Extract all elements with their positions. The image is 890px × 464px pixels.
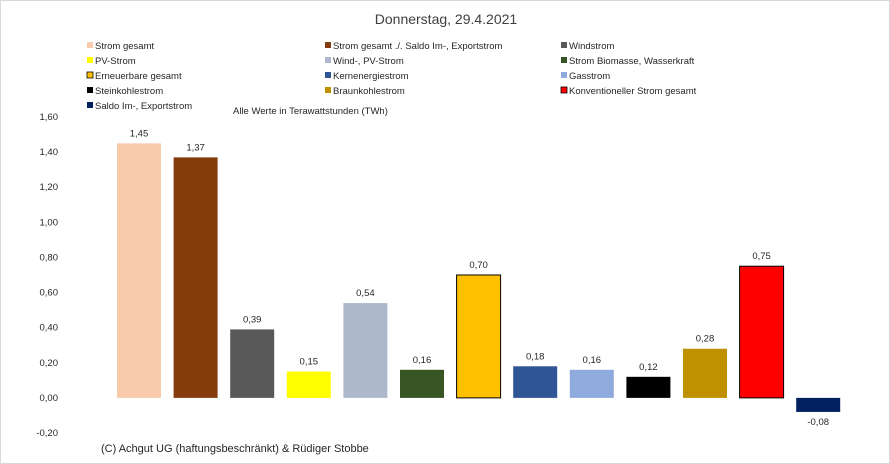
data-label-kernenergiestrom: 0,18	[526, 351, 545, 362]
y-tick-label: 1,20	[40, 182, 59, 193]
legend-item-konventioneller-strom-gesamt: Konventioneller Strom gesamt	[560, 86, 697, 97]
legend-label: Erneuerbare gesamt	[95, 71, 182, 82]
bar-kernenergiestrom	[513, 366, 558, 398]
legend-label: Braunkohlestrom	[333, 86, 405, 97]
legend-swatch	[87, 57, 93, 63]
chart-title: Donnerstag, 29.4.2021	[375, 11, 518, 27]
legend-item-windstrom: Windstrom	[561, 41, 614, 52]
legend-swatch	[87, 42, 93, 48]
y-axis: -0,20 0,00 0,20 0,40 0,60 0,80 1,00 1,20 1,40 1,6…	[36, 112, 58, 439]
legend-label: Strom gesamt	[95, 41, 154, 52]
bar-erneuerbare-gesamt	[456, 274, 502, 399]
legend-item-erneuerbare-gesamt: Erneuerbare gesamt	[86, 71, 182, 82]
legend-swatch	[325, 87, 331, 93]
legend-swatch	[87, 102, 93, 108]
bar-windstrom	[230, 329, 275, 398]
data-label-braunkohlestrom: 0,28	[696, 334, 715, 345]
data-label-konventioneller-strom-gesamt: 0,75	[752, 251, 771, 262]
legend-item-saldo-im-exportstrom: Saldo Im-, Exportstrom	[87, 101, 192, 112]
legend-item-strom-gesamt: Strom gesamt	[87, 41, 154, 52]
legend-swatch	[561, 42, 567, 48]
legend-label: Strom gesamt ./. Saldo Im-, Exportstrom	[333, 41, 503, 52]
legend-swatch	[87, 87, 93, 93]
data-label-strom-gesamt: 1,45	[130, 128, 149, 139]
legend-item-pv-strom: PV-Strom	[87, 56, 136, 67]
legend-label: Konventioneller Strom gesamt	[569, 86, 697, 97]
data-label-strom-gesamt-saldo-im-exportstrom: 1,37	[186, 142, 205, 153]
data-label-gasstrom: 0,16	[583, 355, 602, 366]
y-tick-label: 1,40	[40, 147, 59, 158]
data-label-saldo-im-exportstrom: -0,08	[807, 417, 829, 428]
bar-steinkohlestrom	[626, 376, 671, 398]
legend-item-gasstrom: Gasstrom	[561, 71, 610, 82]
legend-label: Strom Biomasse, Wasserkraft	[569, 56, 695, 67]
legend-label: Windstrom	[569, 41, 614, 52]
legend-label: Gasstrom	[569, 71, 610, 82]
legend-item-braunkohlestrom: Braunkohlestrom	[325, 86, 405, 97]
y-tick-label: 1,00	[40, 217, 59, 228]
bar-braunkohlestrom	[683, 348, 727, 398]
legend-item-steinkohlestrom: Steinkohlestrom	[87, 86, 163, 97]
legend-item-strom-gesamt-saldo-im-exportstrom: Strom gesamt ./. Saldo Im-, Exportstrom	[325, 41, 503, 52]
legend-swatch	[325, 42, 331, 48]
legend-label: Saldo Im-, Exportstrom	[95, 101, 192, 112]
legend-swatch	[560, 86, 568, 94]
legend: Strom gesamt Strom gesamt ./. Saldo Im-, …	[86, 41, 697, 112]
bar-saldo-im-exportstrom	[796, 397, 841, 412]
y-tick-label: -0,20	[36, 428, 58, 439]
data-label-windstrom: 0,39	[243, 314, 262, 325]
data-label-wind-pv-strom: 0,54	[356, 288, 375, 299]
legend-swatch	[86, 71, 94, 79]
copyright-note: (C) Achgut UG (haftungsbeschränkt) & Rüd…	[101, 443, 369, 455]
bar-strom-gesamt-saldo-im-exportstrom	[173, 157, 218, 398]
y-tick-label: 1,60	[40, 112, 59, 123]
y-tick-label: 0,60	[40, 288, 59, 299]
legend-item-kernenergiestrom: Kernenergiestrom	[325, 71, 409, 82]
bar-strom-biomasse-wasserkraft	[400, 369, 444, 398]
legend-swatch	[561, 57, 567, 63]
bars: 1,45 1,37 0,39 0,15 0,54 0,16 0,70 0,18 0,16 0,12…	[117, 128, 841, 428]
legend-label: Wind-, PV-Strom	[333, 56, 404, 67]
data-label-strom-biomasse-wasserkraft: 0,16	[413, 355, 432, 366]
bar-pv-strom	[286, 371, 331, 398]
legend-label: Kernenergiestrom	[333, 71, 409, 82]
data-label-steinkohlestrom: 0,12	[639, 362, 658, 373]
y-tick-label: 0,20	[40, 358, 59, 369]
data-label-pv-strom: 0,15	[300, 357, 319, 368]
legend-item-strom-biomasse-wasserkraft: Strom Biomasse, Wasserkraft	[561, 56, 695, 67]
y-tick-label: 0,80	[40, 252, 59, 263]
legend-item-wind-pv-strom: Wind-, PV-Strom	[325, 56, 404, 67]
bar-gasstrom	[569, 369, 614, 398]
unit-note: Alle Werte in Terawattstunden (TWh)	[233, 106, 388, 117]
y-tick-label: 0,00	[40, 393, 59, 404]
data-label-erneuerbare-gesamt: 0,70	[469, 260, 488, 271]
legend-label: Steinkohlestrom	[95, 86, 163, 97]
bar-konventioneller-strom-gesamt	[739, 265, 785, 399]
legend-swatch	[325, 72, 331, 78]
bar-wind-pv-strom	[343, 303, 388, 398]
y-tick-label: 0,40	[40, 323, 59, 334]
bar-strom-gesamt	[117, 143, 161, 398]
legend-swatch	[325, 57, 331, 63]
legend-label: PV-Strom	[95, 56, 136, 67]
legend-swatch	[561, 72, 567, 78]
